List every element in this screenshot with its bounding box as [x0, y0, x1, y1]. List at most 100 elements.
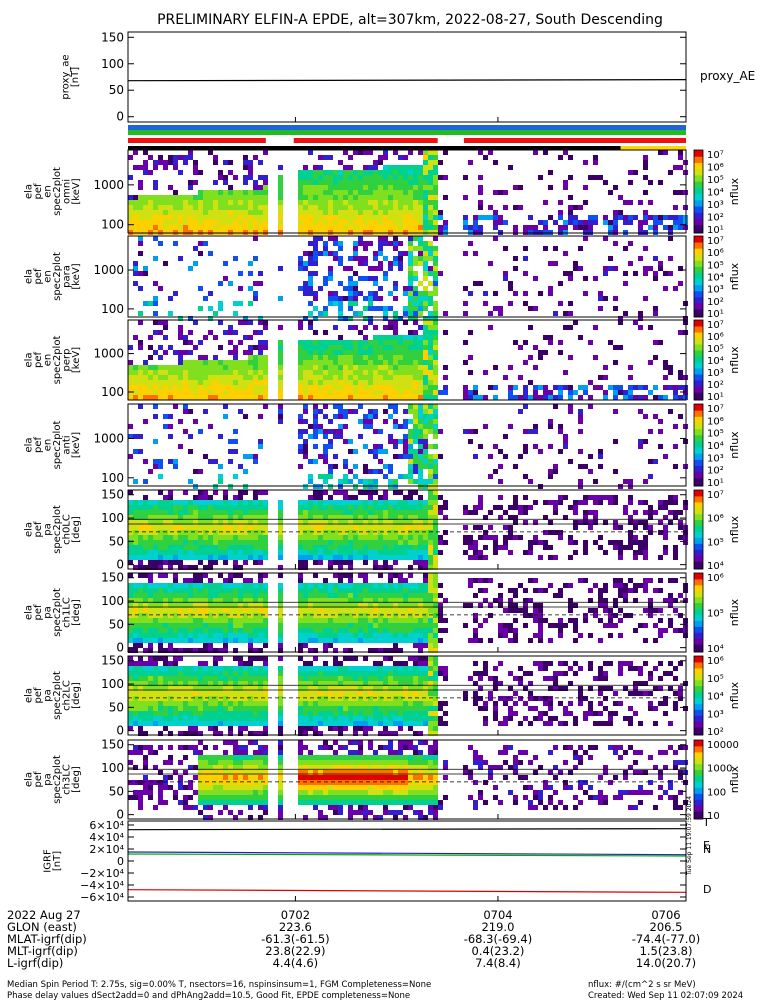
spectrogram-cell: [343, 515, 348, 520]
spectrogram-cell: [418, 185, 423, 190]
spectrogram-cell: [223, 215, 228, 220]
spectrogram-cell: [208, 598, 213, 603]
spectrogram-cell: [228, 360, 233, 365]
spectrogram-cell: [443, 225, 448, 230]
spectrogram-cell: [408, 469, 413, 474]
spectrogram-cell: [433, 205, 438, 210]
spectrogram-cell: [218, 555, 223, 560]
spectrogram-cell: [223, 414, 228, 419]
spectrogram-cell: [373, 175, 378, 180]
spectrogram-cell: [373, 345, 378, 350]
spectrogram-cell: [538, 555, 543, 560]
spectrogram-cell: [358, 593, 363, 598]
spectrogram-cell: [538, 449, 543, 454]
spectrogram-cell: [143, 540, 148, 545]
spectrogram-cell: [568, 271, 573, 276]
spectrogram-cell: [218, 390, 223, 395]
spectrogram-cell: [428, 500, 433, 505]
spectrogram-cell: [388, 603, 393, 608]
spectrogram-cell: [223, 385, 228, 390]
spectrogram-cell: [173, 505, 178, 510]
spectrogram-cell: [343, 638, 348, 643]
spectrogram-cell: [353, 623, 358, 628]
spectrogram-cell: [313, 215, 318, 220]
spectrogram-cell: [363, 195, 368, 200]
spectrogram-cell: [363, 316, 368, 321]
spectrogram-cell: [403, 588, 408, 593]
spectrogram-cell: [213, 210, 218, 215]
spectrogram-cell: [433, 335, 438, 340]
spectrogram-cell: [383, 241, 388, 246]
spectrogram-cell: [498, 545, 503, 550]
spectrogram-cell: [608, 608, 613, 613]
spectrogram-cell: [673, 424, 678, 429]
spectrogram-cell: [483, 370, 488, 375]
spectrogram-cell: [473, 220, 478, 225]
spectrogram-cell: [308, 345, 313, 350]
spectrogram-cell: [308, 603, 313, 608]
spectrogram-cell: [128, 370, 133, 375]
spectrogram-cell: [248, 335, 253, 340]
spectrogram-cell: [258, 210, 263, 215]
spectrogram-cell: [248, 355, 253, 360]
spectrogram-cell: [238, 565, 243, 570]
spectrogram-cell: [343, 350, 348, 355]
spectrogram-cell: [413, 464, 418, 469]
spectrogram-cell: [378, 286, 383, 291]
spectrogram-cell: [428, 648, 433, 653]
spectrogram-cell: [668, 593, 673, 598]
spectrogram-cell: [413, 608, 418, 613]
spectrogram-cell: [393, 311, 398, 316]
spectrogram-cell: [218, 395, 223, 400]
spectrogram-cell: [418, 555, 423, 560]
spectrogram-cell: [353, 520, 358, 525]
spectrogram-cell: [213, 490, 218, 495]
spectrogram-cell: [423, 500, 428, 505]
spectrogram-cell: [148, 716, 153, 721]
spectrogram-cell: [493, 291, 498, 296]
spectrogram-cell: [183, 598, 188, 603]
spectrogram-cell: [363, 190, 368, 195]
spectrogram-cell: [233, 510, 238, 515]
spectrogram-cell: [538, 633, 543, 638]
spectrogram-cell: [398, 638, 403, 643]
spectrogram-cell: [208, 380, 213, 385]
spectrogram-cell: [183, 711, 188, 716]
spectrogram-cell: [158, 530, 163, 535]
spectrogram-cell: [368, 520, 373, 525]
spectrogram-cell: [313, 520, 318, 525]
spectrogram-cell: [148, 593, 153, 598]
spectrogram-cell: [323, 530, 328, 535]
spectrogram-cell: [408, 505, 413, 510]
spectrogram-cell: [638, 444, 643, 449]
spectrogram-cell: [668, 365, 673, 370]
spectrogram-cell: [393, 633, 398, 638]
spectrogram-cell: [233, 390, 238, 395]
spectrogram-cell: [618, 555, 623, 560]
spectrogram-cell: [188, 385, 193, 390]
spectrogram-cell: [298, 210, 303, 215]
spectrogram-cell: [278, 638, 283, 643]
spectrogram-cell: [308, 261, 313, 266]
spectrogram-cell: [313, 583, 318, 588]
spectrogram-cell: [443, 150, 448, 155]
spectrogram-cell: [628, 385, 633, 390]
spectrogram-cell: [213, 726, 218, 731]
spectrogram-cell: [433, 520, 438, 525]
spectrogram-cell: [298, 256, 303, 261]
spectrogram-cell: [348, 409, 353, 414]
spectrogram-cell: [188, 520, 193, 525]
spectrogram-cell: [673, 220, 678, 225]
spectrogram-cell: [398, 215, 403, 220]
spectrogram-cell: [423, 395, 428, 400]
spectrogram-cell: [258, 444, 263, 449]
spectrogram-cell: [418, 409, 423, 414]
spectrogram-cell: [528, 325, 533, 330]
spectrogram-cell: [643, 271, 648, 276]
spectrogram-cell: [568, 603, 573, 608]
spectrogram-cell: [408, 266, 413, 271]
spectrogram-cell: [618, 320, 623, 325]
spectrogram-cell: [638, 225, 643, 230]
spectrogram-cell: [478, 444, 483, 449]
spectrogram-cell: [303, 449, 308, 454]
